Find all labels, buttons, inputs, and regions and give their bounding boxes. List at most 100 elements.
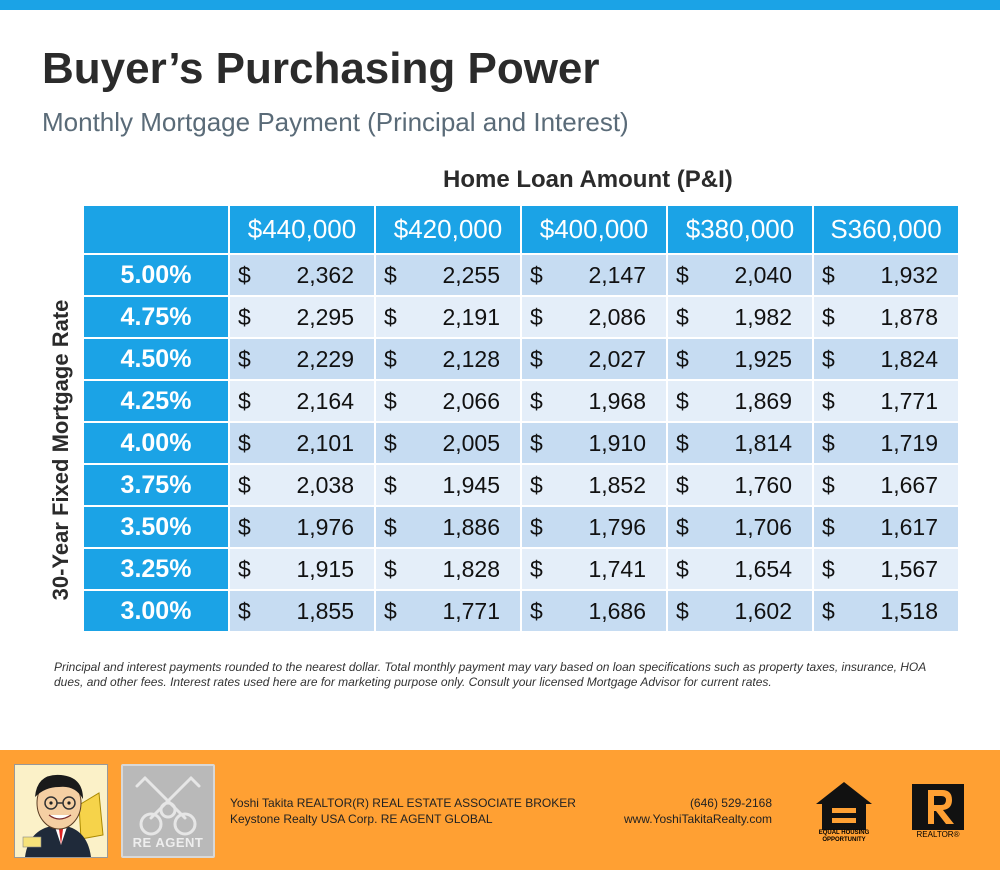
payment-value: 2,191 (442, 303, 500, 330)
currency-symbol: $ (238, 597, 251, 624)
currency-symbol: $ (822, 513, 835, 540)
payment-cell: $2,005 (374, 421, 522, 465)
payment-value: 1,719 (880, 429, 938, 456)
table-row: 3.00% $1,855 $1,771 $1,686 $1,602 $1,518 (82, 589, 960, 633)
mortgage-payment-table: $440,000 $420,000 $400,000 $380,000 S360… (82, 204, 960, 633)
payment-cell: $1,968 (520, 379, 668, 423)
payment-cell: $1,976 (228, 505, 376, 549)
table-row: 5.00% $2,362 $2,255 $2,147 $2,040 $1,932 (82, 253, 960, 297)
currency-symbol: $ (530, 513, 543, 540)
agent-phone: (646) 529-2168 (689, 796, 772, 810)
currency-symbol: $ (530, 345, 543, 372)
payment-cell: $2,027 (520, 337, 668, 381)
table-row: 4.75% $2,295 $2,191 $2,086 $1,982 $1,878 (82, 295, 960, 339)
payment-cell: $2,295 (228, 295, 376, 339)
currency-symbol: $ (676, 471, 689, 498)
payment-cell: $1,602 (666, 589, 814, 633)
currency-symbol: $ (822, 471, 835, 498)
rate-cell: 3.75% (82, 463, 230, 507)
payment-cell: $2,086 (520, 295, 668, 339)
realtor-logo-icon (912, 784, 964, 830)
currency-symbol: $ (530, 471, 543, 498)
payment-cell: $1,796 (520, 505, 668, 549)
payment-cell: $2,362 (228, 253, 376, 297)
payment-value: 1,910 (588, 429, 646, 456)
payment-value: 2,164 (296, 387, 354, 414)
currency-symbol: $ (530, 387, 543, 414)
payment-value: 2,101 (296, 429, 354, 456)
rate-cell: 4.25% (82, 379, 230, 423)
payment-value: 2,038 (296, 471, 354, 498)
realtor-logo-text: REALTOR® (916, 830, 960, 839)
currency-symbol: $ (384, 429, 397, 456)
payment-value: 1,852 (588, 471, 646, 498)
currency-symbol: $ (530, 597, 543, 624)
currency-symbol: $ (822, 345, 835, 372)
payment-cell: $2,147 (520, 253, 668, 297)
payment-value: 2,295 (296, 303, 354, 330)
payment-value: 1,982 (734, 303, 792, 330)
payment-value: 2,128 (442, 345, 500, 372)
footer-bar: RE AGENT Yoshi Takita REALTOR(R) REAL ES… (0, 750, 1000, 870)
payment-cell: $1,719 (812, 421, 960, 465)
currency-symbol: $ (676, 345, 689, 372)
payment-value: 1,771 (880, 387, 938, 414)
payment-value: 2,086 (588, 303, 646, 330)
currency-symbol: $ (530, 303, 543, 330)
payment-value: 1,602 (734, 597, 792, 624)
payment-value: 1,869 (734, 387, 792, 414)
payment-value: 1,741 (588, 555, 646, 582)
currency-symbol: $ (384, 555, 397, 582)
payment-value: 1,855 (296, 597, 354, 624)
payment-cell: $1,945 (374, 463, 522, 507)
currency-symbol: $ (384, 387, 397, 414)
agent-website: www.YoshiTakitaRealty.com (623, 812, 772, 826)
payment-cell: $1,771 (812, 379, 960, 423)
page-subtitle: Monthly Mortgage Payment (Principal and … (42, 107, 629, 137)
payment-cell: $1,925 (666, 337, 814, 381)
loan-amount-header: $420,000 (374, 204, 522, 255)
payment-value: 1,886 (442, 513, 500, 540)
currency-symbol: $ (676, 387, 689, 414)
currency-symbol: $ (238, 555, 251, 582)
table-row: 3.75% $2,038 $1,945 $1,852 $1,760 $1,667 (82, 463, 960, 507)
payment-value: 1,828 (442, 555, 500, 582)
currency-symbol: $ (530, 429, 543, 456)
payment-cell: $1,617 (812, 505, 960, 549)
payment-cell: $2,066 (374, 379, 522, 423)
currency-symbol: $ (530, 555, 543, 582)
rate-cell: 3.25% (82, 547, 230, 591)
currency-symbol: $ (676, 261, 689, 288)
payment-cell: $2,101 (228, 421, 376, 465)
table-row: 4.50% $2,229 $2,128 $2,027 $1,925 $1,824 (82, 337, 960, 381)
currency-symbol: $ (384, 303, 397, 330)
rate-cell: 3.50% (82, 505, 230, 549)
payment-value: 2,027 (588, 345, 646, 372)
payment-cell: $1,886 (374, 505, 522, 549)
column-caption: Home Loan Amount (P&I) (443, 166, 733, 193)
payment-cell: $2,040 (666, 253, 814, 297)
payment-cell: $1,869 (666, 379, 814, 423)
payment-cell: $1,706 (666, 505, 814, 549)
re-agent-logo-text: RE AGENT (132, 835, 204, 850)
payment-value: 1,925 (734, 345, 792, 372)
top-accent-bar (0, 0, 1000, 10)
payment-cell: $1,654 (666, 547, 814, 591)
currency-symbol: $ (238, 387, 251, 414)
agent-company-line: Keystone Realty USA Corp. RE AGENT GLOBA… (230, 812, 493, 826)
payment-value: 1,976 (296, 513, 354, 540)
payment-value: 1,760 (734, 471, 792, 498)
payment-value: 1,796 (588, 513, 646, 540)
currency-symbol: $ (676, 597, 689, 624)
currency-symbol: $ (238, 261, 251, 288)
payment-value: 2,005 (442, 429, 500, 456)
rate-cell: 5.00% (82, 253, 230, 297)
table-row: 4.00% $2,101 $2,005 $1,910 $1,814 $1,719 (82, 421, 960, 465)
payment-cell: $2,191 (374, 295, 522, 339)
currency-symbol: $ (822, 387, 835, 414)
currency-symbol: $ (822, 303, 835, 330)
payment-value: 2,066 (442, 387, 500, 414)
equal-housing-icon (816, 782, 872, 830)
payment-cell: $1,771 (374, 589, 522, 633)
currency-symbol: $ (238, 345, 251, 372)
